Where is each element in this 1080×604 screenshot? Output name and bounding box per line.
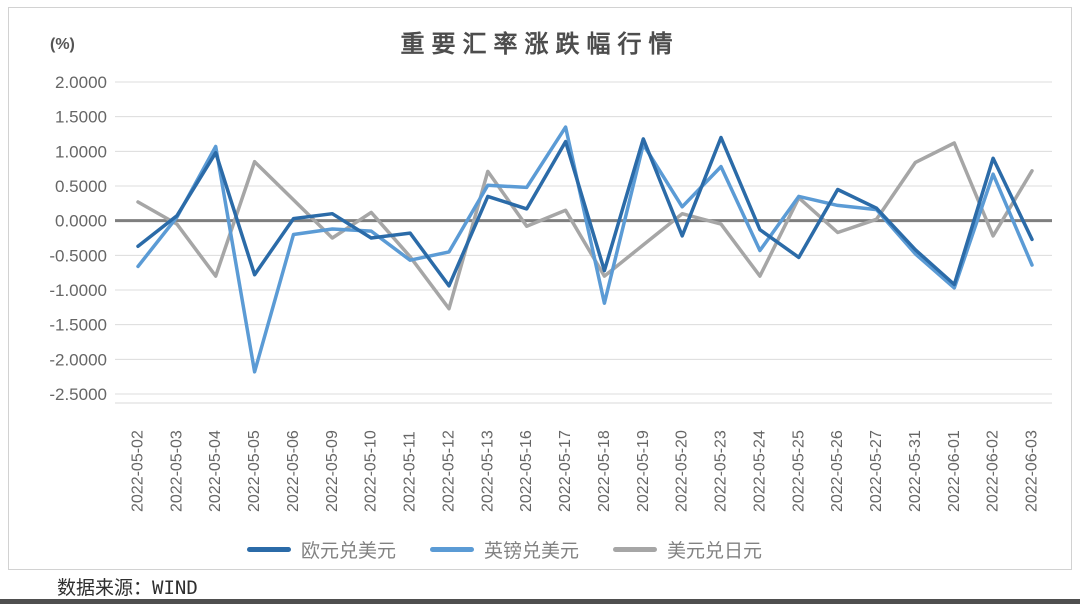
x-tick-label: 2022-05-13 — [479, 430, 496, 512]
legend-swatch-icon — [613, 547, 658, 552]
x-tick-label: 2022-05-24 — [751, 430, 768, 512]
x-tick-label: 2022-05-20 — [674, 430, 691, 512]
x-tick-label: 2022-05-31 — [907, 430, 924, 512]
x-tick-label: 2022-05-11 — [402, 431, 419, 512]
x-tick-label: 2022-05-23 — [713, 430, 730, 512]
legend-label: 欧元兑美元 — [301, 541, 397, 562]
y-tick-label: -0.5000 — [49, 246, 107, 265]
y-tick-label: -1.0000 — [49, 281, 107, 300]
x-tick-label: 2022-05-02 — [130, 430, 147, 512]
x-tick-label: 2022-05-19 — [635, 430, 652, 512]
chart-title: 重要汇率涨跌幅行情 — [400, 32, 680, 58]
x-tick-label: 2022-05-26 — [829, 430, 846, 512]
chart-legend: 欧元兑美元 英镑兑美元 美元兑日元 — [247, 536, 762, 563]
legend-item-2: 美元兑日元 — [613, 536, 762, 563]
x-tick-label: 2022-05-16 — [518, 430, 535, 512]
y-axis-unit-label: (%) — [50, 36, 75, 53]
x-tick-label: 2022-06-01 — [946, 430, 963, 512]
window-bottom-edge — [0, 599, 1080, 604]
series-line-0 — [136, 135, 1034, 288]
x-tick-label: 2022-06-02 — [985, 430, 1002, 512]
x-tick-label: 2022-05-17 — [557, 430, 574, 512]
x-tick-label: 2022-05-03 — [168, 430, 185, 512]
x-tick-label: 2022-05-18 — [596, 430, 613, 512]
y-tick-label: -1.5000 — [49, 316, 107, 335]
legend-swatch-icon — [430, 547, 475, 552]
x-tick-label: 2022-05-25 — [790, 430, 807, 512]
y-tick-label: 2.0000 — [55, 73, 107, 92]
legend-item-0: 欧元兑美元 — [247, 536, 396, 563]
series-line-2 — [136, 141, 1034, 311]
x-tick-label: 2022-05-10 — [363, 430, 380, 512]
y-tick-label: 0.0000 — [55, 212, 107, 231]
chart-container — [8, 7, 1072, 570]
x-tick-label: 2022-05-12 — [440, 430, 457, 512]
x-tick-label: 2022-05-05 — [246, 430, 263, 512]
x-tick-label: 2022-06-03 — [1024, 430, 1041, 512]
x-tick-label: 2022-05-06 — [285, 430, 302, 512]
y-tick-label: -2.0000 — [49, 350, 107, 369]
x-tick-label: 2022-05-09 — [324, 430, 341, 512]
y-tick-label: 1.0000 — [55, 142, 107, 161]
x-tick-label: 2022-05-27 — [868, 430, 885, 512]
legend-swatch-icon — [247, 547, 291, 552]
y-tick-label: 0.5000 — [55, 177, 107, 196]
y-tick-label: -2.5000 — [49, 385, 107, 404]
x-tick-label: 2022-05-04 — [207, 430, 224, 512]
y-tick-label: 1.5000 — [55, 108, 107, 127]
legend-label: 英镑兑美元 — [484, 541, 580, 562]
legend-item-1: 英镑兑美元 — [430, 536, 579, 563]
data-source-text: 数据来源：WIND — [57, 577, 198, 599]
legend-label: 美元兑日元 — [667, 541, 763, 562]
